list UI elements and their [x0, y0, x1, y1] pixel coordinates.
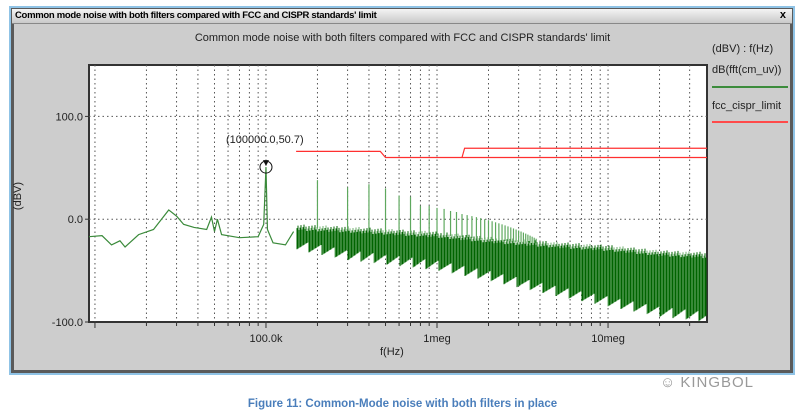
- series-limit: [296, 147, 707, 159]
- window-title: Common mode noise with both filters comp…: [15, 10, 377, 21]
- x-axis-label: f(Hz): [380, 346, 404, 358]
- y-tick-label: 100.0: [55, 111, 83, 123]
- limit-line: [461, 147, 707, 158]
- watermark: ☺ KINGBOL: [660, 374, 754, 391]
- watermark-text: KINGBOL: [680, 374, 755, 391]
- x-tick-label: 10meg: [591, 333, 625, 345]
- y-tick-label: -100.0: [52, 317, 83, 329]
- cursor-arrow-icon: [262, 160, 269, 167]
- x-tick-label: 1meg: [423, 333, 451, 345]
- legend-line-cm-noise: [712, 86, 788, 88]
- annotation-label: (100000.0,50.7): [226, 134, 304, 146]
- limit-line: [296, 150, 707, 159]
- wechat-icon: ☺: [660, 374, 677, 391]
- legend-header: (dBV) : f(Hz): [712, 43, 774, 55]
- legend-label-cm-noise: dB(fft(cm_uv)): [712, 64, 782, 76]
- chart-title: Common mode noise with both filters comp…: [194, 32, 611, 44]
- figure-caption: Figure 11: Common-Mode noise with both f…: [247, 398, 558, 410]
- series-cm-noise: [88, 167, 707, 321]
- window-titlebar: Common mode noise with both filters comp…: [12, 9, 792, 24]
- y-tick-label: 0.0: [68, 214, 83, 226]
- legend-line-limit: [712, 121, 788, 123]
- legend-label-limit: fcc_cispr_limit: [712, 100, 782, 112]
- close-button[interactable]: x: [779, 9, 786, 21]
- x-tick-label: 100.0k: [249, 333, 283, 345]
- cm-noise-trace: [88, 167, 295, 248]
